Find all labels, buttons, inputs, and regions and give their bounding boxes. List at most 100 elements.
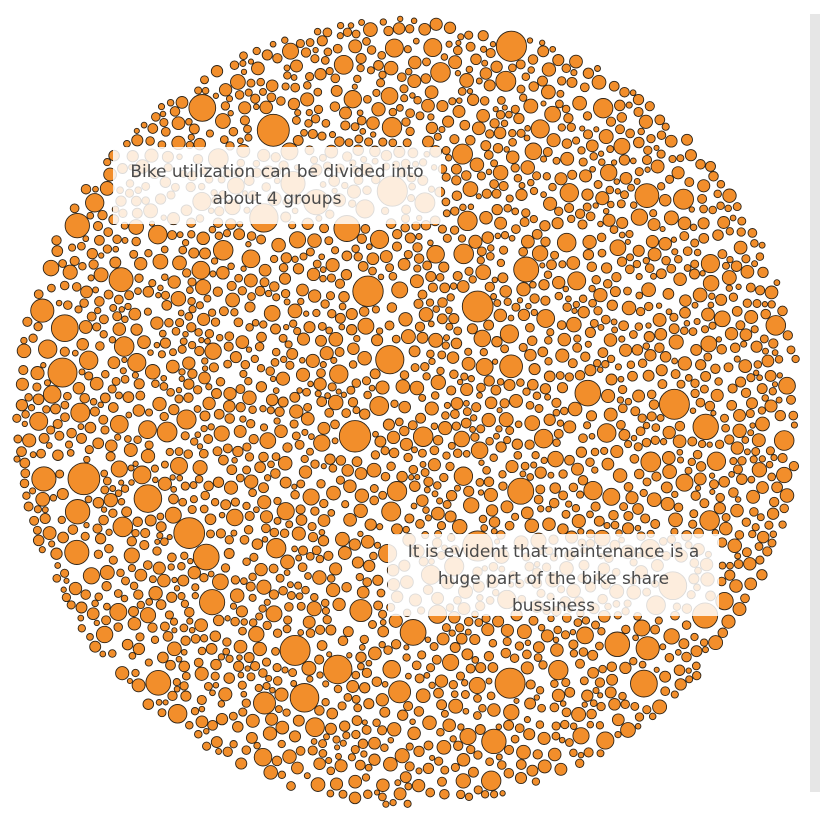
bubble[interactable] (289, 419, 299, 429)
bubble[interactable] (495, 30, 527, 62)
bubble[interactable] (610, 520, 620, 530)
bubble[interactable] (155, 292, 162, 299)
bubble[interactable] (131, 371, 139, 379)
bubble[interactable] (728, 292, 739, 302)
bubble[interactable] (270, 323, 281, 335)
bubble[interactable] (326, 485, 341, 501)
bubble[interactable] (305, 628, 316, 638)
bubble[interactable] (133, 589, 144, 600)
bubble[interactable] (664, 652, 675, 663)
bubble[interactable] (13, 434, 23, 444)
bubble[interactable] (746, 489, 761, 504)
bubble[interactable] (385, 263, 395, 273)
bubble[interactable] (363, 698, 375, 710)
bubble[interactable] (764, 369, 777, 382)
bubble[interactable] (616, 112, 628, 123)
bubble[interactable] (662, 288, 675, 300)
bubble[interactable] (28, 333, 38, 343)
bubble[interactable] (83, 455, 91, 464)
bubble[interactable] (534, 466, 547, 479)
bubble[interactable] (656, 149, 666, 159)
bubble[interactable] (286, 581, 294, 589)
bubble[interactable] (635, 273, 643, 281)
bubble[interactable] (503, 378, 516, 392)
bubble[interactable] (466, 93, 480, 106)
bubble[interactable] (257, 495, 272, 510)
bubble[interactable] (424, 401, 439, 416)
bubble[interactable] (49, 494, 58, 502)
bubble[interactable] (398, 400, 411, 414)
bubble[interactable] (194, 328, 203, 337)
bubble[interactable] (745, 408, 755, 419)
bubble[interactable] (301, 660, 317, 676)
bubble[interactable] (638, 660, 647, 669)
bubble[interactable] (445, 40, 453, 48)
bubble[interactable] (317, 535, 330, 547)
bubble[interactable] (240, 68, 248, 76)
bubble[interactable] (743, 448, 751, 456)
bubble[interactable] (463, 400, 470, 407)
bubble[interactable] (230, 497, 240, 507)
bubble[interactable] (303, 772, 311, 780)
bubble[interactable] (665, 308, 673, 316)
bubble[interactable] (341, 581, 352, 593)
bubble[interactable] (178, 245, 188, 255)
bubble[interactable] (425, 270, 437, 283)
bubble[interactable] (777, 453, 788, 464)
bubble[interactable] (326, 766, 336, 776)
bubble[interactable] (92, 286, 100, 294)
bubble[interactable] (424, 85, 439, 100)
bubble[interactable] (233, 228, 246, 241)
bubble[interactable] (505, 459, 519, 474)
bubble[interactable] (167, 563, 175, 571)
bubble[interactable] (646, 411, 657, 422)
bubble[interactable] (263, 474, 272, 482)
bubble[interactable] (402, 138, 412, 148)
bubble[interactable] (187, 566, 201, 580)
bubble[interactable] (633, 106, 644, 118)
bubble[interactable] (423, 486, 431, 494)
bubble[interactable] (366, 462, 382, 478)
bubble[interactable] (460, 382, 474, 397)
bubble[interactable] (237, 286, 247, 296)
bubble[interactable] (183, 378, 195, 390)
bubble[interactable] (178, 497, 188, 507)
bubble[interactable] (532, 391, 542, 401)
bubble[interactable] (133, 378, 145, 390)
bubble[interactable] (230, 575, 241, 585)
bubble[interactable] (756, 481, 769, 494)
bubble[interactable] (479, 67, 493, 80)
bubble[interactable] (319, 346, 334, 361)
bubble[interactable] (779, 488, 795, 503)
bubble[interactable] (591, 74, 607, 90)
bubble[interactable] (620, 190, 629, 200)
bubble[interactable] (359, 128, 367, 135)
bubble[interactable] (155, 521, 167, 533)
bubble[interactable] (505, 194, 514, 203)
bubble[interactable] (363, 789, 373, 800)
bubble[interactable] (495, 70, 517, 92)
bubble[interactable] (596, 232, 607, 243)
bubble[interactable] (397, 709, 409, 721)
bubble[interactable] (551, 721, 561, 731)
bubble[interactable] (240, 690, 248, 698)
bubble[interactable] (388, 107, 398, 117)
bubble[interactable] (477, 489, 485, 496)
bubble[interactable] (578, 294, 588, 304)
bubble[interactable] (551, 217, 564, 230)
bubble[interactable] (635, 426, 646, 437)
bubble[interactable] (690, 490, 701, 501)
bubble[interactable] (618, 154, 631, 166)
bubble[interactable] (733, 240, 748, 255)
bubble[interactable] (668, 334, 684, 350)
bubble[interactable] (288, 231, 307, 249)
bubble[interactable] (413, 706, 425, 717)
bubble[interactable] (616, 419, 626, 430)
bubble[interactable] (430, 422, 439, 430)
bubble[interactable] (626, 253, 634, 262)
bubble[interactable] (224, 615, 231, 622)
bubble[interactable] (577, 146, 586, 155)
bubble[interactable] (351, 694, 361, 704)
bubble[interactable] (666, 263, 677, 274)
bubble[interactable] (339, 106, 352, 120)
